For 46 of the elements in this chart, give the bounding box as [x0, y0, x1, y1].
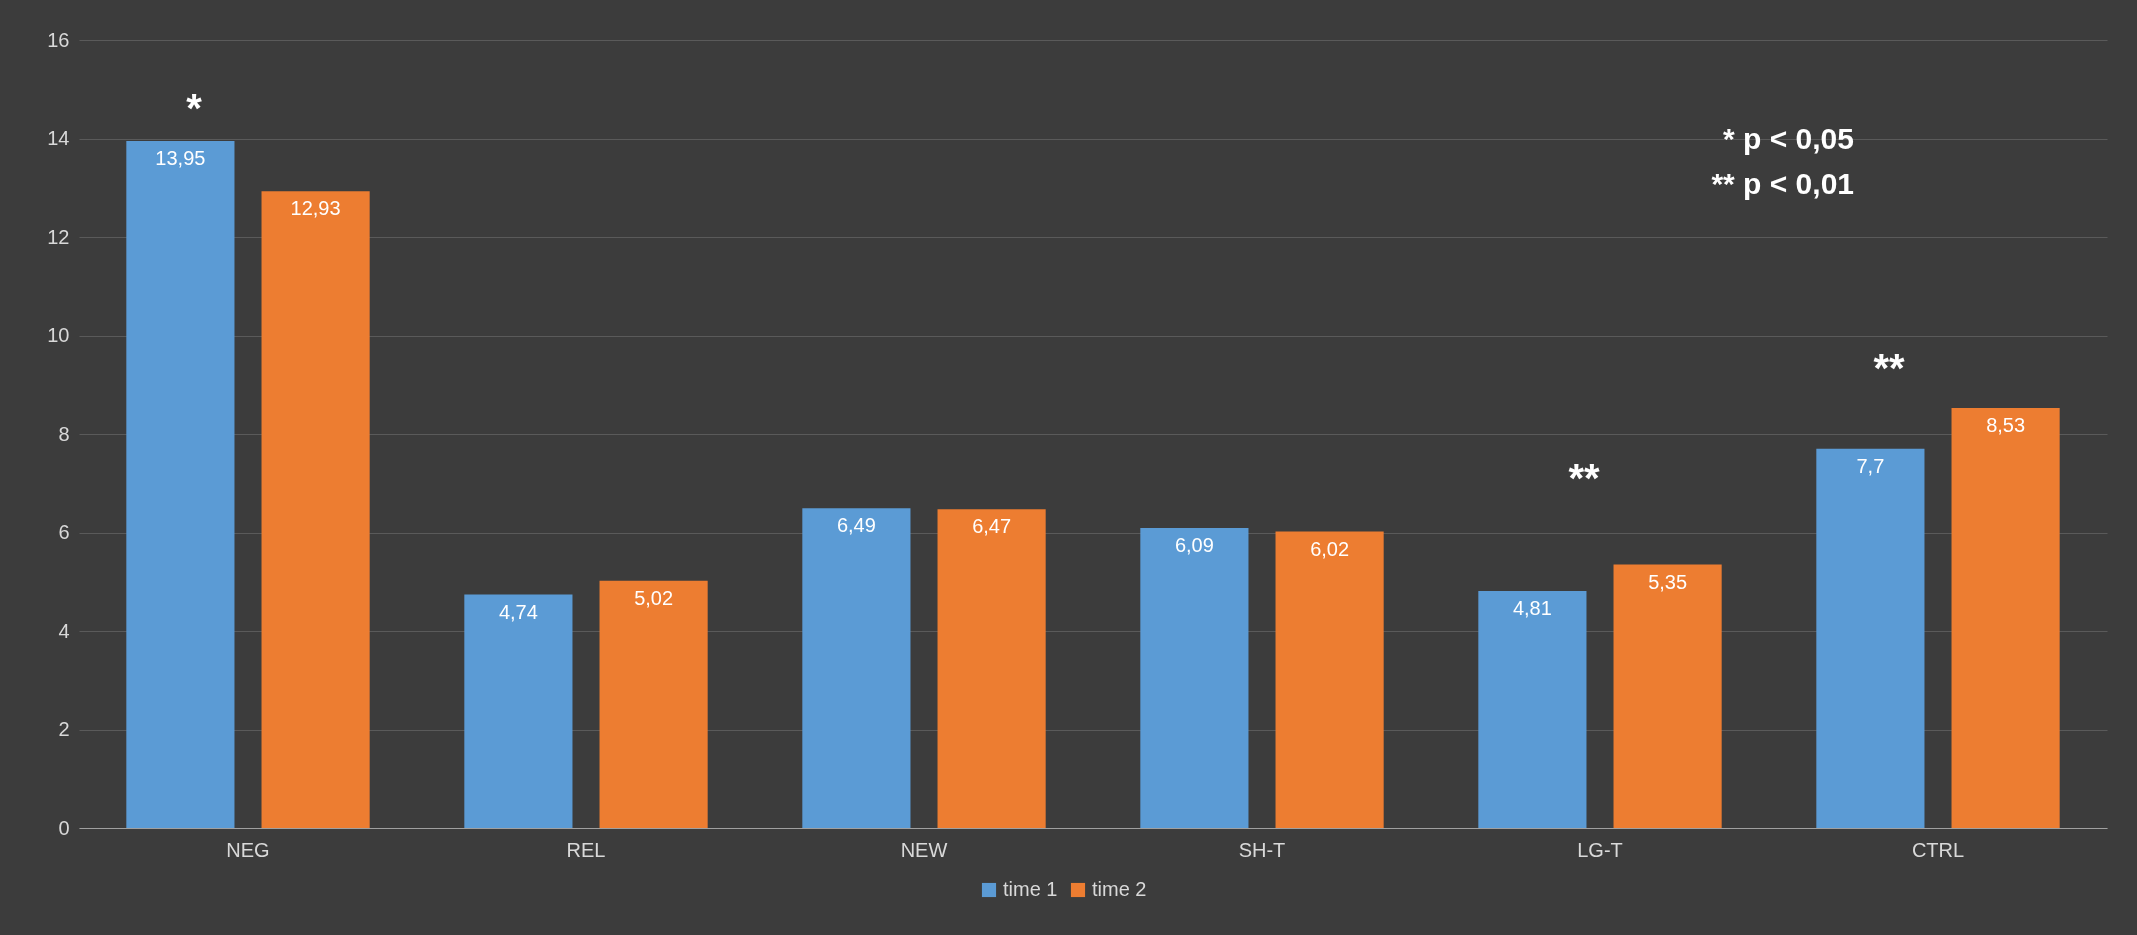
- y-tick-label: 16: [47, 28, 70, 51]
- data-label: 6,09: [1174, 534, 1214, 557]
- x-tick-label: LG-T: [1577, 838, 1623, 861]
- annotation: **: [1568, 456, 1600, 500]
- x-tick-label: REL: [566, 838, 606, 861]
- bar: [1816, 448, 1925, 828]
- data-label: 12,93: [290, 197, 341, 220]
- bar: [1951, 407, 2060, 828]
- data-label: 5,02: [634, 586, 674, 609]
- data-label: 13,95: [155, 146, 206, 169]
- y-tick-label: 4: [58, 619, 70, 642]
- bar: [937, 509, 1046, 828]
- data-label: 6,02: [1310, 537, 1350, 560]
- data-label: 6,49: [836, 514, 876, 537]
- x-tick-label: NEG: [226, 838, 270, 861]
- y-tick-label: 14: [47, 127, 70, 149]
- bar: [464, 594, 573, 828]
- y-tick-label: 8: [58, 422, 70, 445]
- annotation: *: [186, 86, 203, 130]
- legend-label: time 1: [1003, 878, 1058, 900]
- annotation: ** p < 0,01: [1711, 167, 1854, 200]
- bar: [126, 140, 235, 828]
- data-label: 7,7: [1856, 454, 1885, 477]
- bar: [1613, 564, 1722, 828]
- annotation: **: [1873, 346, 1905, 390]
- x-tick-label: CTRL: [1911, 838, 1965, 861]
- y-tick-label: 2: [58, 718, 70, 740]
- bar: [802, 508, 911, 828]
- bar: [1140, 528, 1249, 828]
- data-label: 5,35: [1648, 570, 1688, 593]
- y-tick-label: 12: [47, 225, 70, 248]
- data-label: 4,74: [498, 600, 538, 623]
- legend-label: time 2: [1092, 878, 1147, 900]
- data-label: 6,47: [972, 515, 1012, 538]
- bar: [599, 580, 708, 828]
- data-label: 8,53: [1986, 413, 2026, 436]
- y-tick-label: 10: [47, 324, 70, 346]
- y-tick-label: 0: [58, 816, 70, 839]
- bar: [1275, 531, 1384, 828]
- y-tick-label: 6: [58, 521, 70, 543]
- annotation: * p < 0,05: [1723, 122, 1854, 155]
- bar: [261, 191, 370, 828]
- data-label: 4,81: [1512, 597, 1552, 620]
- x-tick-label: NEW: [900, 838, 948, 861]
- bar: [1478, 591, 1587, 828]
- x-tick-label: SH-T: [1238, 838, 1286, 861]
